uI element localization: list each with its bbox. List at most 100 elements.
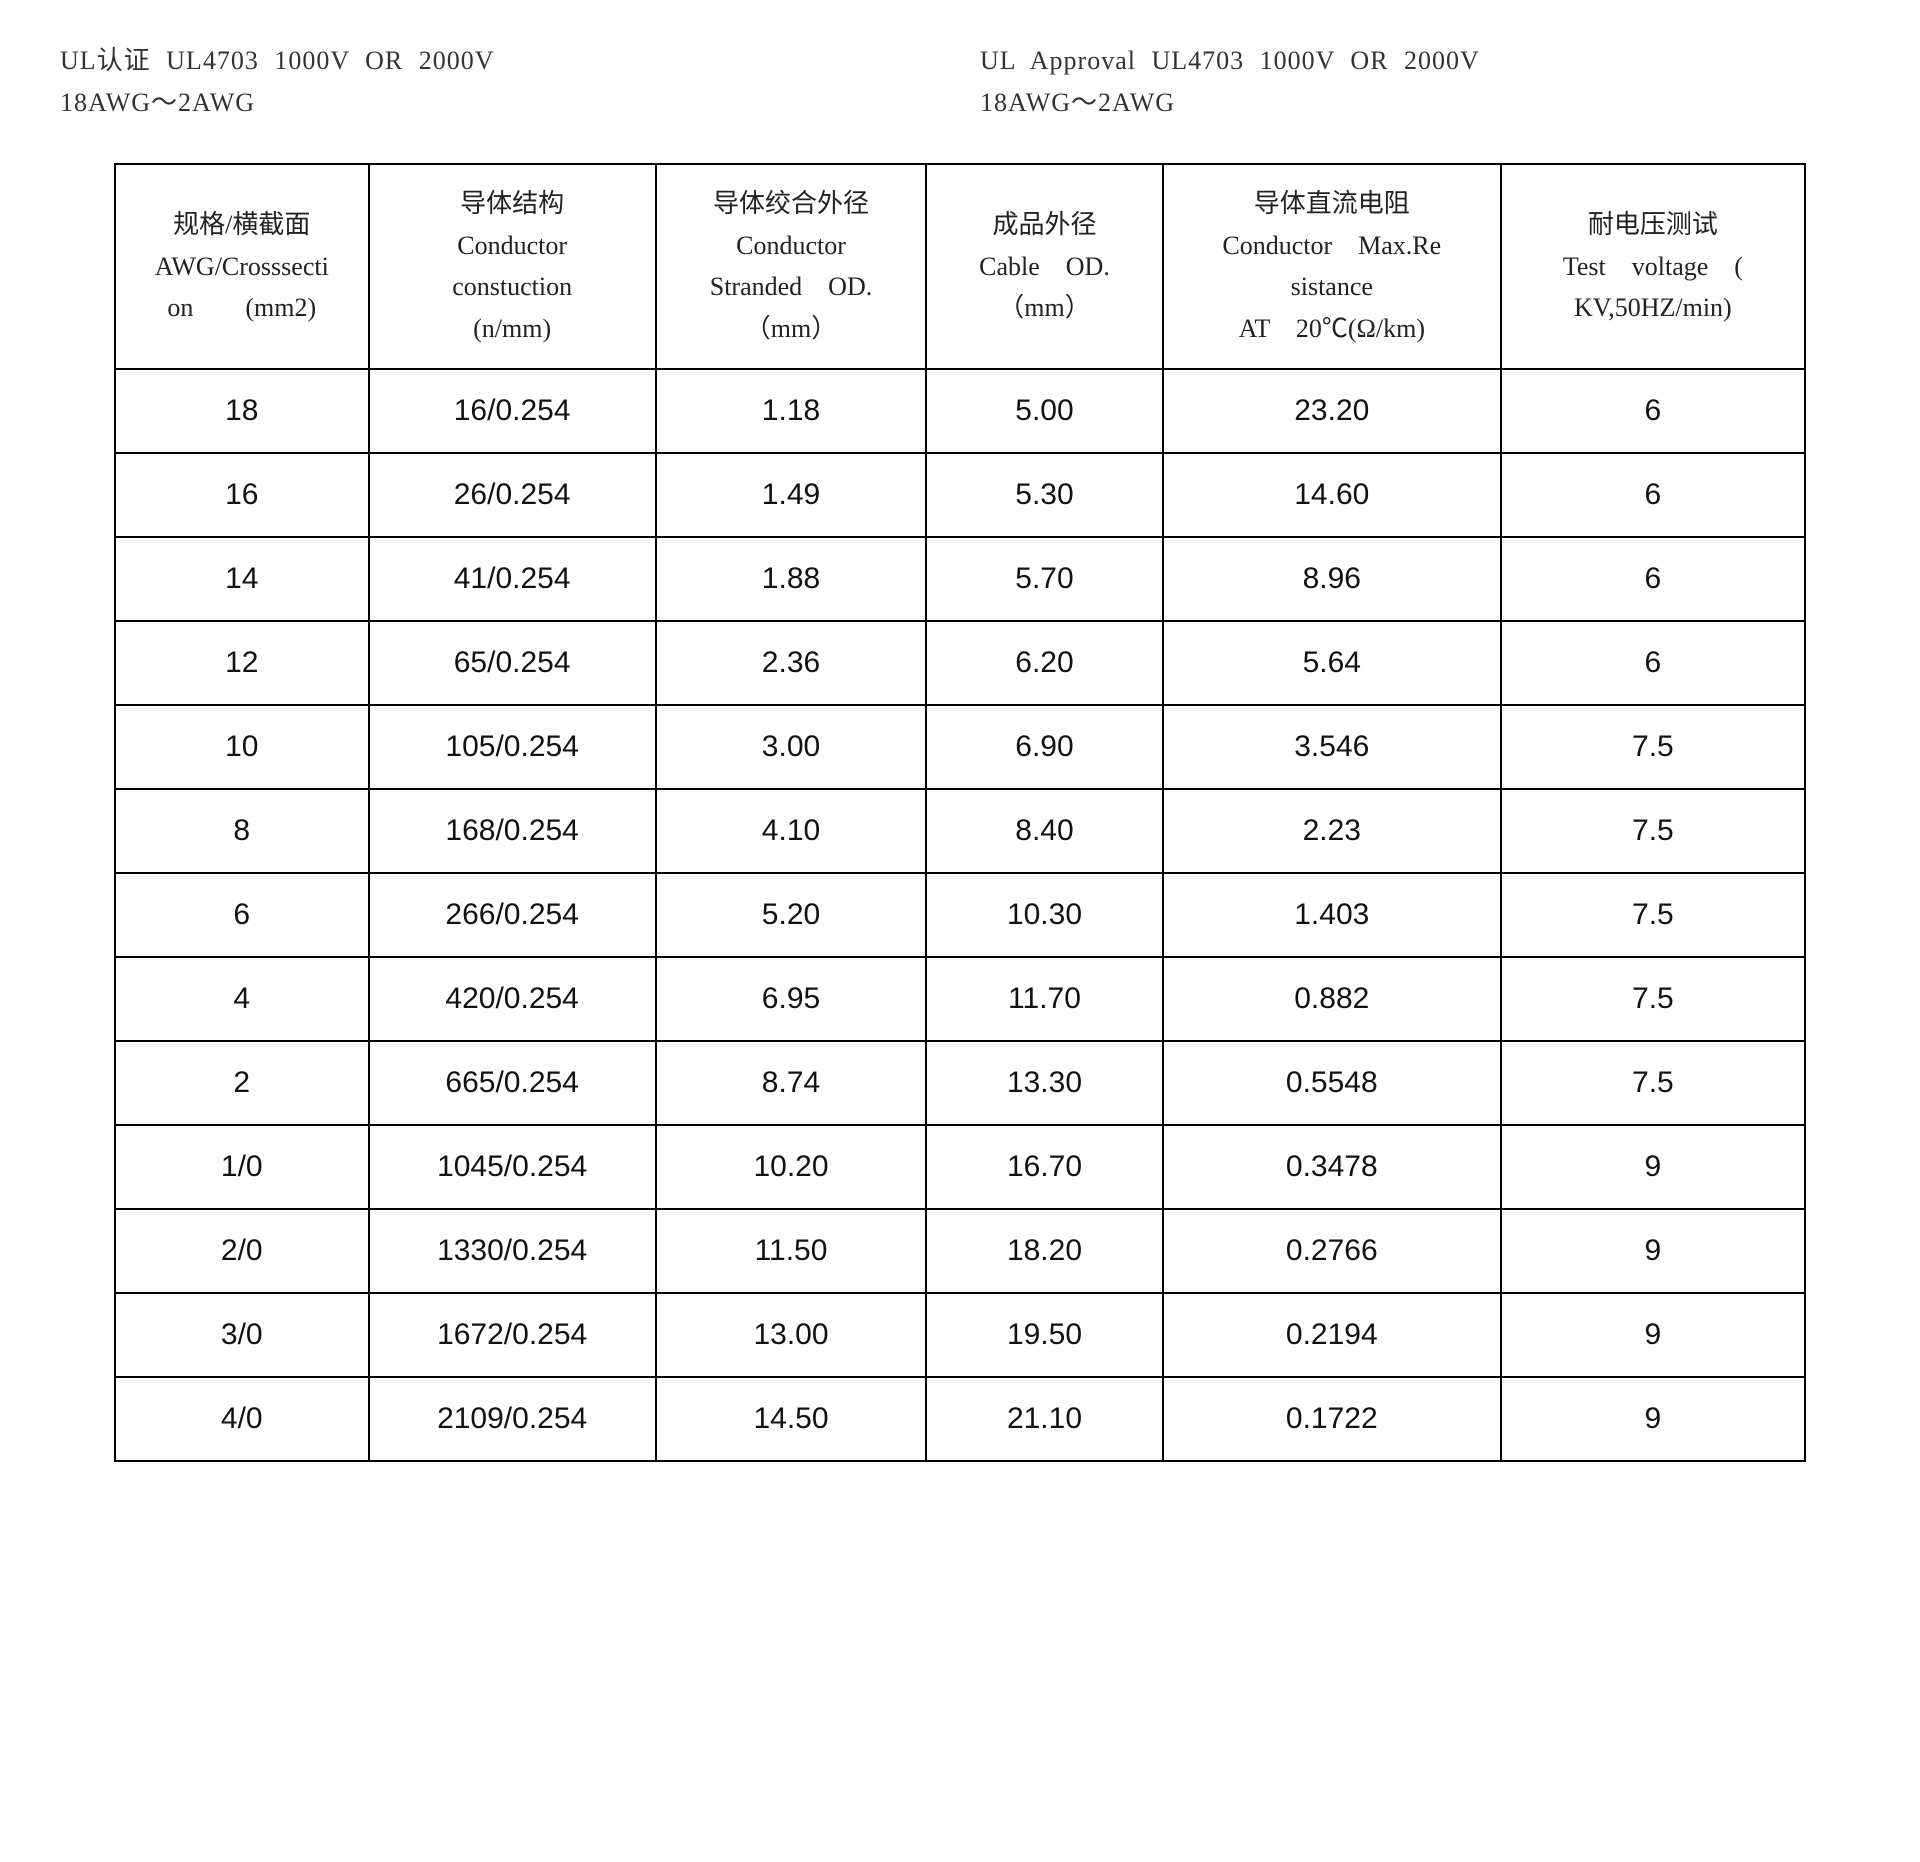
table-cell: 1.88	[656, 537, 926, 621]
table-cell: 266/0.254	[369, 873, 656, 957]
table-cell: 10.20	[656, 1125, 926, 1209]
table-row: 6266/0.2545.2010.301.4037.5	[115, 873, 1805, 957]
table-cell: 2.23	[1163, 789, 1501, 873]
table-cell: 105/0.254	[369, 705, 656, 789]
table-cell: 8.96	[1163, 537, 1501, 621]
table-cell: 6.95	[656, 957, 926, 1041]
table-row: 1265/0.2542.366.205.646	[115, 621, 1805, 705]
col-header-2: 导体绞合外径ConductorStranded OD.（mm）	[656, 164, 926, 368]
table-cell: 9	[1501, 1377, 1805, 1461]
table-cell: 2	[115, 1041, 369, 1125]
table-cell: 8	[115, 789, 369, 873]
spec-table-head: 规格/横截面AWG/Crosssection (mm2)导体结构Conducto…	[115, 164, 1805, 368]
table-cell: 2.36	[656, 621, 926, 705]
table-cell: 6	[1501, 453, 1805, 537]
table-cell: 18.20	[926, 1209, 1163, 1293]
col-header-1-line-3: (n/mm)	[378, 308, 647, 350]
col-header-2-line-2: Stranded OD.	[665, 266, 917, 308]
table-cell: 420/0.254	[369, 957, 656, 1041]
table-cell: 19.50	[926, 1293, 1163, 1377]
col-header-1-line-0: 导体结构	[378, 183, 647, 225]
table-cell: 10.30	[926, 873, 1163, 957]
col-header-3-line-1: Cable OD.	[935, 246, 1154, 288]
table-row: 2/01330/0.25411.5018.200.27669	[115, 1209, 1805, 1293]
table-cell: 6.20	[926, 621, 1163, 705]
header-right-line2: 18AWG～2AWG	[980, 82, 1860, 124]
table-cell: 1672/0.254	[369, 1293, 656, 1377]
table-cell: 12	[115, 621, 369, 705]
table-cell: 1045/0.254	[369, 1125, 656, 1209]
table-row: 8168/0.2544.108.402.237.5	[115, 789, 1805, 873]
table-cell: 1330/0.254	[369, 1209, 656, 1293]
table-row: 4420/0.2546.9511.700.8827.5	[115, 957, 1805, 1041]
col-header-2-line-0: 导体绞合外径	[665, 183, 917, 225]
table-row: 1/01045/0.25410.2016.700.34789	[115, 1125, 1805, 1209]
table-cell: 665/0.254	[369, 1041, 656, 1125]
col-header-1-line-2: constuction	[378, 266, 647, 308]
col-header-1: 导体结构Conductorconstuction(n/mm)	[369, 164, 656, 368]
table-cell: 41/0.254	[369, 537, 656, 621]
col-header-4-line-0: 导体直流电阻	[1172, 183, 1492, 225]
table-cell: 18	[115, 369, 369, 453]
table-cell: 26/0.254	[369, 453, 656, 537]
table-cell: 11.50	[656, 1209, 926, 1293]
spec-table-header-row: 规格/横截面AWG/Crosssection (mm2)导体结构Conducto…	[115, 164, 1805, 368]
table-cell: 3/0	[115, 1293, 369, 1377]
table-cell: 5.00	[926, 369, 1163, 453]
table-cell: 0.882	[1163, 957, 1501, 1041]
table-cell: 9	[1501, 1209, 1805, 1293]
table-cell: 23.20	[1163, 369, 1501, 453]
table-cell: 0.2194	[1163, 1293, 1501, 1377]
table-cell: 7.5	[1501, 1041, 1805, 1125]
table-row: 1816/0.2541.185.0023.206	[115, 369, 1805, 453]
table-cell: 3.00	[656, 705, 926, 789]
table-row: 1441/0.2541.885.708.966	[115, 537, 1805, 621]
table-cell: 6	[1501, 621, 1805, 705]
table-cell: 6	[115, 873, 369, 957]
table-cell: 16	[115, 453, 369, 537]
table-cell: 5.64	[1163, 621, 1501, 705]
table-cell: 6	[1501, 369, 1805, 453]
col-header-0: 规格/横截面AWG/Crosssection (mm2)	[115, 164, 369, 368]
page-header: UL认证 UL4703 1000V OR 2000V 18AWG～2AWG UL…	[60, 40, 1860, 123]
table-cell: 13.00	[656, 1293, 926, 1377]
table-cell: 1.18	[656, 369, 926, 453]
header-left: UL认证 UL4703 1000V OR 2000V 18AWG～2AWG	[60, 40, 960, 123]
table-cell: 9	[1501, 1293, 1805, 1377]
table-cell: 4.10	[656, 789, 926, 873]
table-cell: 8.74	[656, 1041, 926, 1125]
table-row: 10105/0.2543.006.903.5467.5	[115, 705, 1805, 789]
table-cell: 2109/0.254	[369, 1377, 656, 1461]
table-cell: 7.5	[1501, 789, 1805, 873]
spec-table: 规格/横截面AWG/Crosssection (mm2)导体结构Conducto…	[114, 163, 1806, 1461]
col-header-2-line-3: （mm）	[665, 308, 917, 350]
table-cell: 1.49	[656, 453, 926, 537]
table-cell: 13.30	[926, 1041, 1163, 1125]
col-header-2-line-1: Conductor	[665, 225, 917, 267]
table-cell: 5.20	[656, 873, 926, 957]
table-cell: 168/0.254	[369, 789, 656, 873]
table-cell: 65/0.254	[369, 621, 656, 705]
col-header-1-line-1: Conductor	[378, 225, 647, 267]
col-header-3-line-2: （mm）	[935, 287, 1154, 329]
col-header-3-line-0: 成品外径	[935, 204, 1154, 246]
col-header-0-line-1: AWG/Crosssecti	[124, 246, 360, 288]
table-row: 2665/0.2548.7413.300.55487.5	[115, 1041, 1805, 1125]
table-cell: 4/0	[115, 1377, 369, 1461]
table-cell: 5.70	[926, 537, 1163, 621]
table-cell: 0.1722	[1163, 1377, 1501, 1461]
table-cell: 14	[115, 537, 369, 621]
table-cell: 8.40	[926, 789, 1163, 873]
header-right: UL Approval UL4703 1000V OR 2000V 18AWG～…	[960, 40, 1860, 123]
table-cell: 14.60	[1163, 453, 1501, 537]
table-cell: 5.30	[926, 453, 1163, 537]
col-header-4: 导体直流电阻Conductor Max.ResistanceAT 20℃(Ω/k…	[1163, 164, 1501, 368]
table-cell: 0.2766	[1163, 1209, 1501, 1293]
table-cell: 7.5	[1501, 873, 1805, 957]
table-cell: 6.90	[926, 705, 1163, 789]
table-cell: 7.5	[1501, 705, 1805, 789]
table-cell: 6	[1501, 537, 1805, 621]
col-header-0-line-2: on (mm2)	[124, 287, 360, 329]
col-header-5-line-1: Test voltage (	[1510, 246, 1796, 288]
table-cell: 2/0	[115, 1209, 369, 1293]
